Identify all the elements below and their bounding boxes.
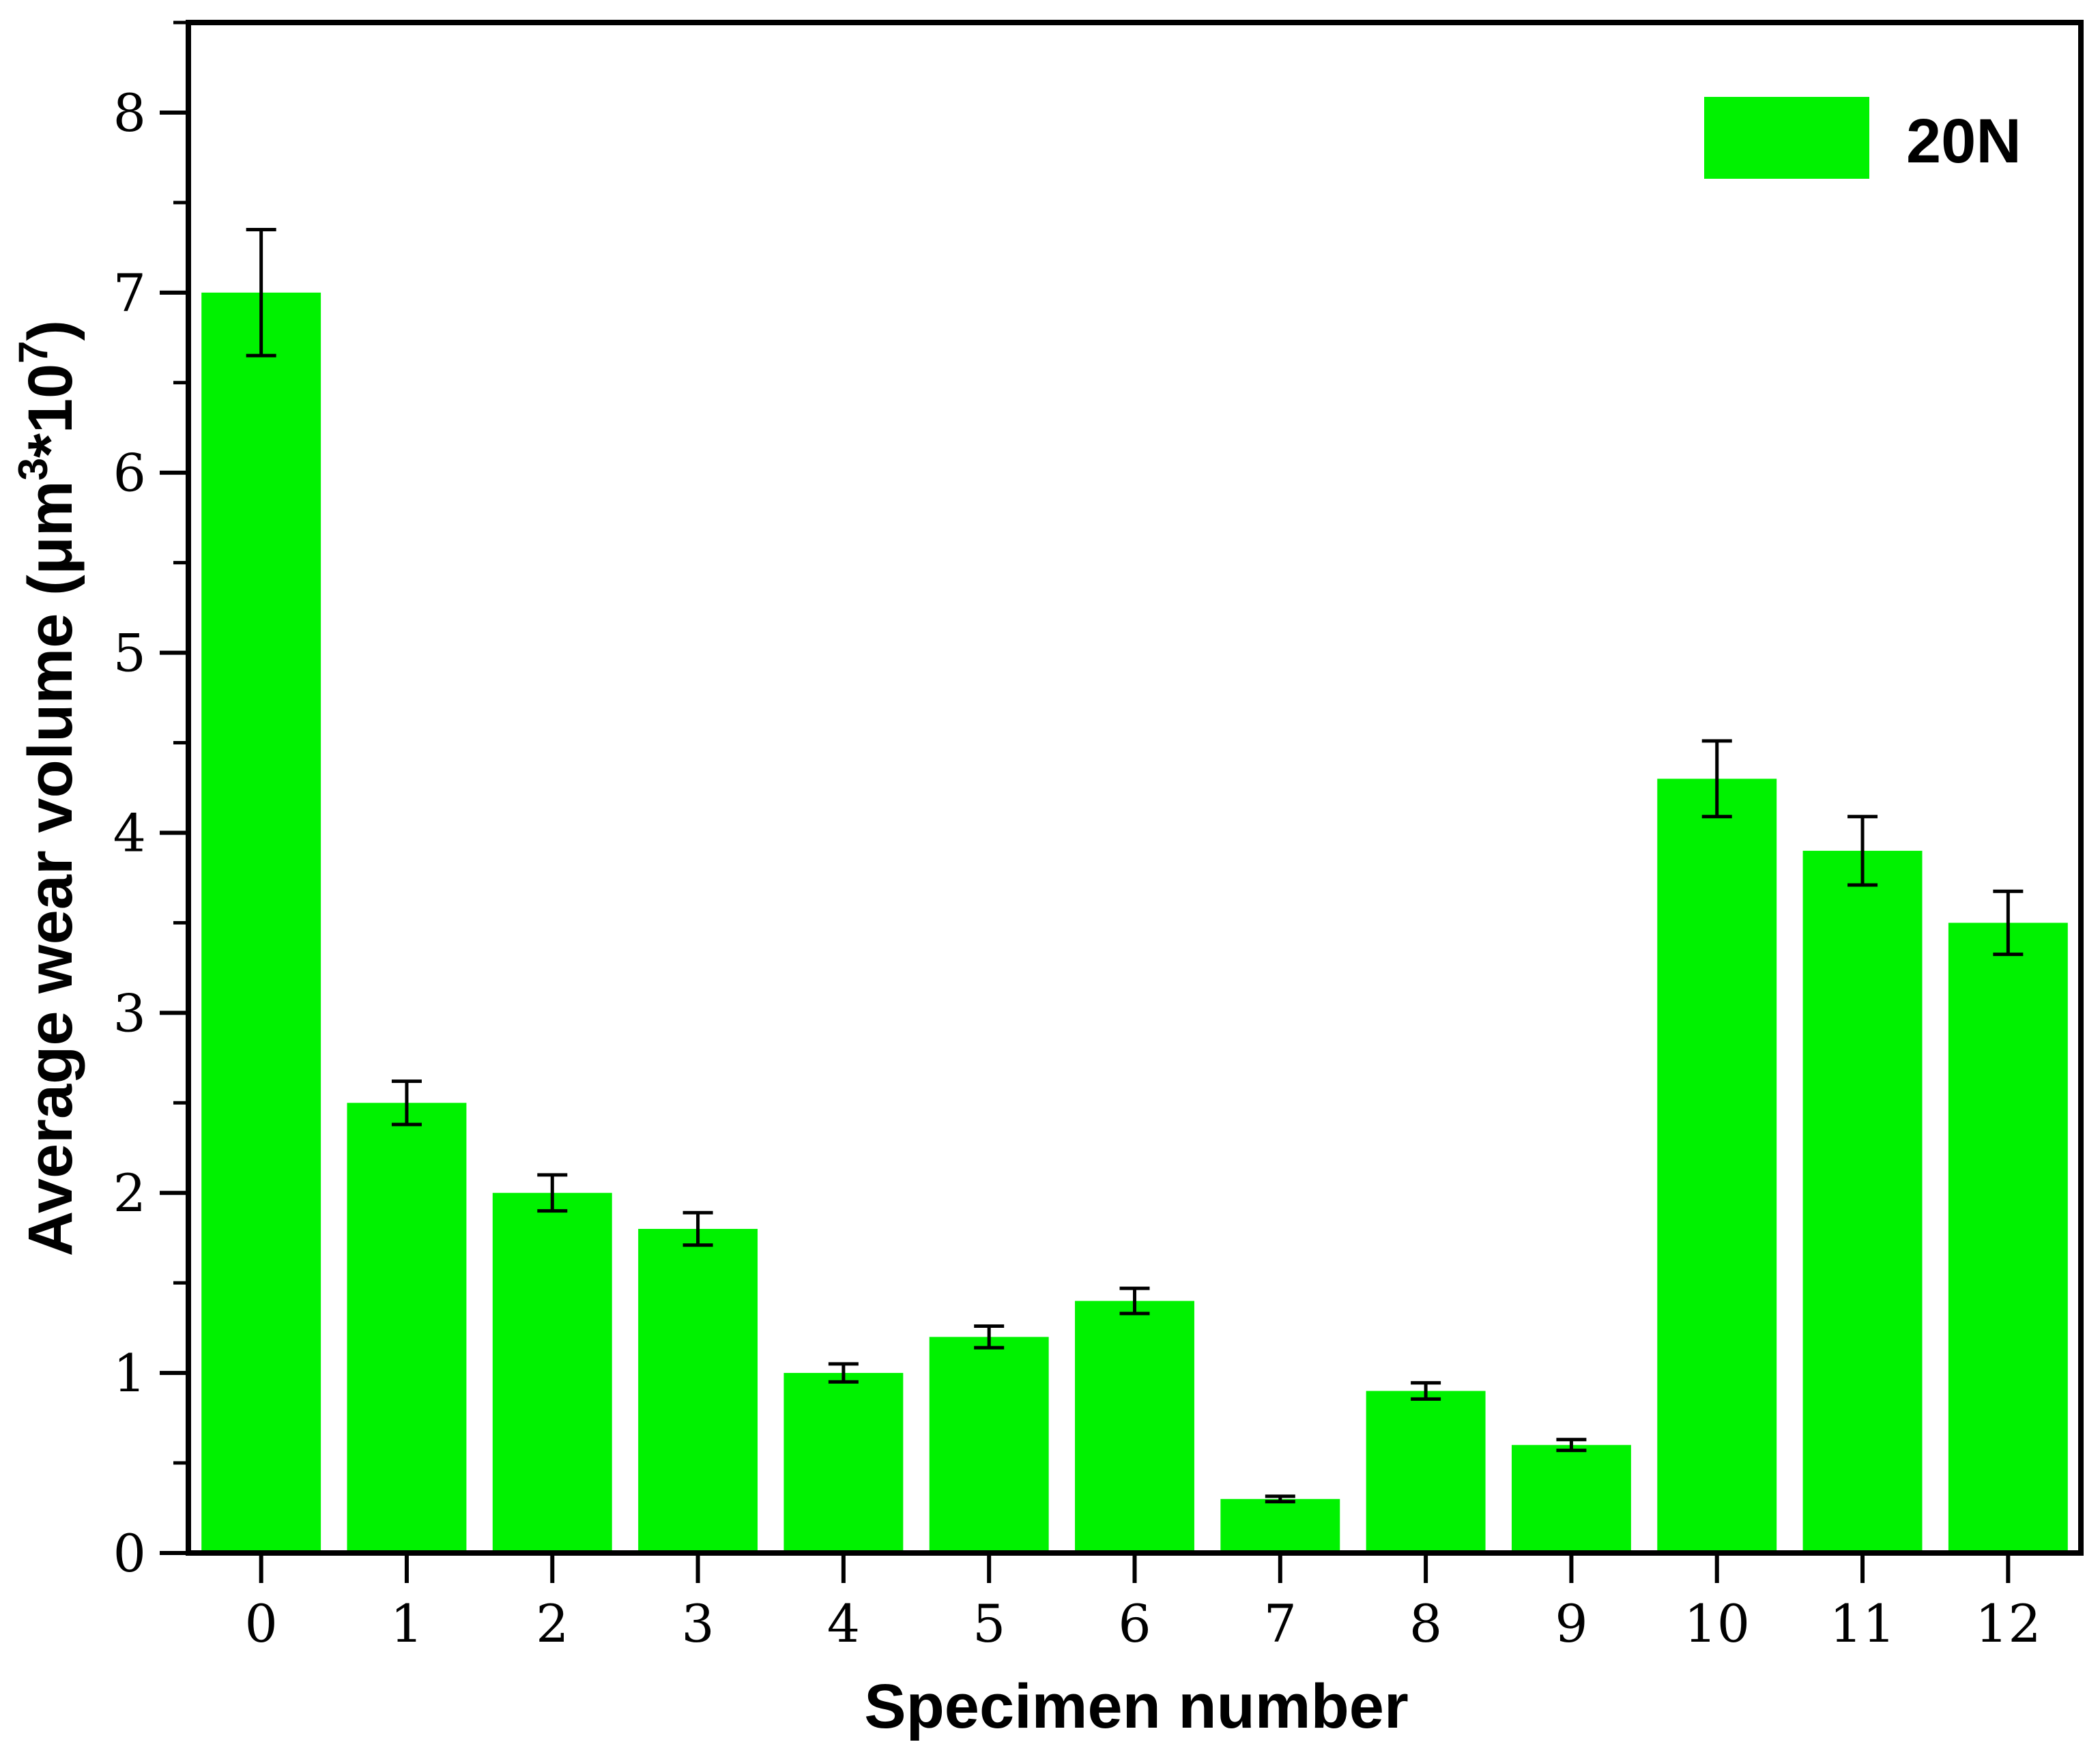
x-tick-label: 0 — [244, 1593, 277, 1654]
y-tick-label: 3 — [113, 983, 146, 1043]
y-axis-title-sup1: 3 — [10, 458, 56, 480]
legend-swatch — [1704, 97, 1869, 179]
error-bar-10 — [1701, 739, 1732, 819]
y-tick-label: 4 — [113, 802, 146, 863]
x-tick-label: 11 — [1830, 1593, 1896, 1654]
y-tick-label: 1 — [113, 1343, 146, 1404]
x-tick-label: 10 — [1684, 1593, 1750, 1654]
bar-0 — [201, 292, 321, 1554]
y-tick-label: 7 — [113, 263, 146, 323]
error-bar-11 — [1847, 815, 1878, 887]
bar-10 — [1657, 779, 1777, 1553]
legend-label: 20N — [1906, 106, 2022, 176]
x-axis: 0 1 2 3 4 5 6 7 8 9 10 11 12 — [244, 1553, 2041, 1654]
bar-12 — [1948, 923, 2068, 1553]
error-bar-1 — [391, 1079, 422, 1127]
error-bar-12 — [1993, 889, 2024, 957]
error-bars-group — [246, 227, 2024, 1504]
bar-5 — [929, 1337, 1049, 1553]
y-axis: 0 1 2 3 4 5 6 7 8 — [113, 20, 188, 1584]
y-tick-label: 6 — [113, 443, 146, 504]
x-tick-label: 8 — [1409, 1593, 1442, 1654]
error-bar-9 — [1556, 1438, 1587, 1453]
legend: 20N — [1704, 97, 2022, 179]
error-bar-7 — [1265, 1494, 1295, 1504]
error-bar-4 — [828, 1362, 859, 1384]
x-tick-label: 7 — [1264, 1593, 1297, 1654]
bars-group — [201, 292, 2068, 1554]
y-axis-title-sup2: 7 — [10, 340, 56, 363]
x-tick-label: 12 — [1975, 1593, 2041, 1654]
y-axis-title-main: Average wear volume (μm — [16, 480, 85, 1256]
bar-1 — [347, 1103, 467, 1553]
bar-4 — [783, 1373, 904, 1553]
bar-7 — [1220, 1498, 1340, 1553]
x-tick-label: 5 — [973, 1593, 1005, 1654]
bar-8 — [1366, 1391, 1486, 1553]
bar-2 — [492, 1193, 612, 1553]
error-bar-5 — [974, 1324, 1005, 1350]
x-tick-label: 3 — [681, 1593, 714, 1654]
bar-3 — [638, 1229, 758, 1553]
y-axis-title-end: ) — [16, 320, 85, 341]
y-tick-label: 5 — [113, 623, 146, 684]
x-tick-label: 4 — [827, 1593, 860, 1654]
y-tick-label: 2 — [113, 1163, 146, 1223]
error-bar-3 — [682, 1210, 713, 1247]
y-axis-title-mid: *10 — [16, 364, 85, 458]
y-tick-label: 8 — [113, 83, 146, 143]
error-bar-8 — [1411, 1381, 1441, 1401]
bar-6 — [1075, 1301, 1194, 1553]
x-tick-label: 1 — [390, 1593, 423, 1654]
x-tick-label: 6 — [1118, 1593, 1151, 1654]
error-bar-6 — [1119, 1286, 1150, 1316]
x-axis-title: Specimen number — [864, 1672, 1409, 1741]
x-tick-label: 2 — [536, 1593, 569, 1654]
error-bar-2 — [537, 1173, 568, 1213]
y-axis-title: Average wear volume (μm3*107) — [10, 320, 85, 1256]
error-bar-0 — [246, 227, 276, 358]
x-tick-label: 9 — [1555, 1593, 1587, 1654]
bar-9 — [1511, 1445, 1631, 1553]
y-tick-label: 0 — [113, 1523, 146, 1584]
bar-11 — [1802, 850, 1923, 1553]
